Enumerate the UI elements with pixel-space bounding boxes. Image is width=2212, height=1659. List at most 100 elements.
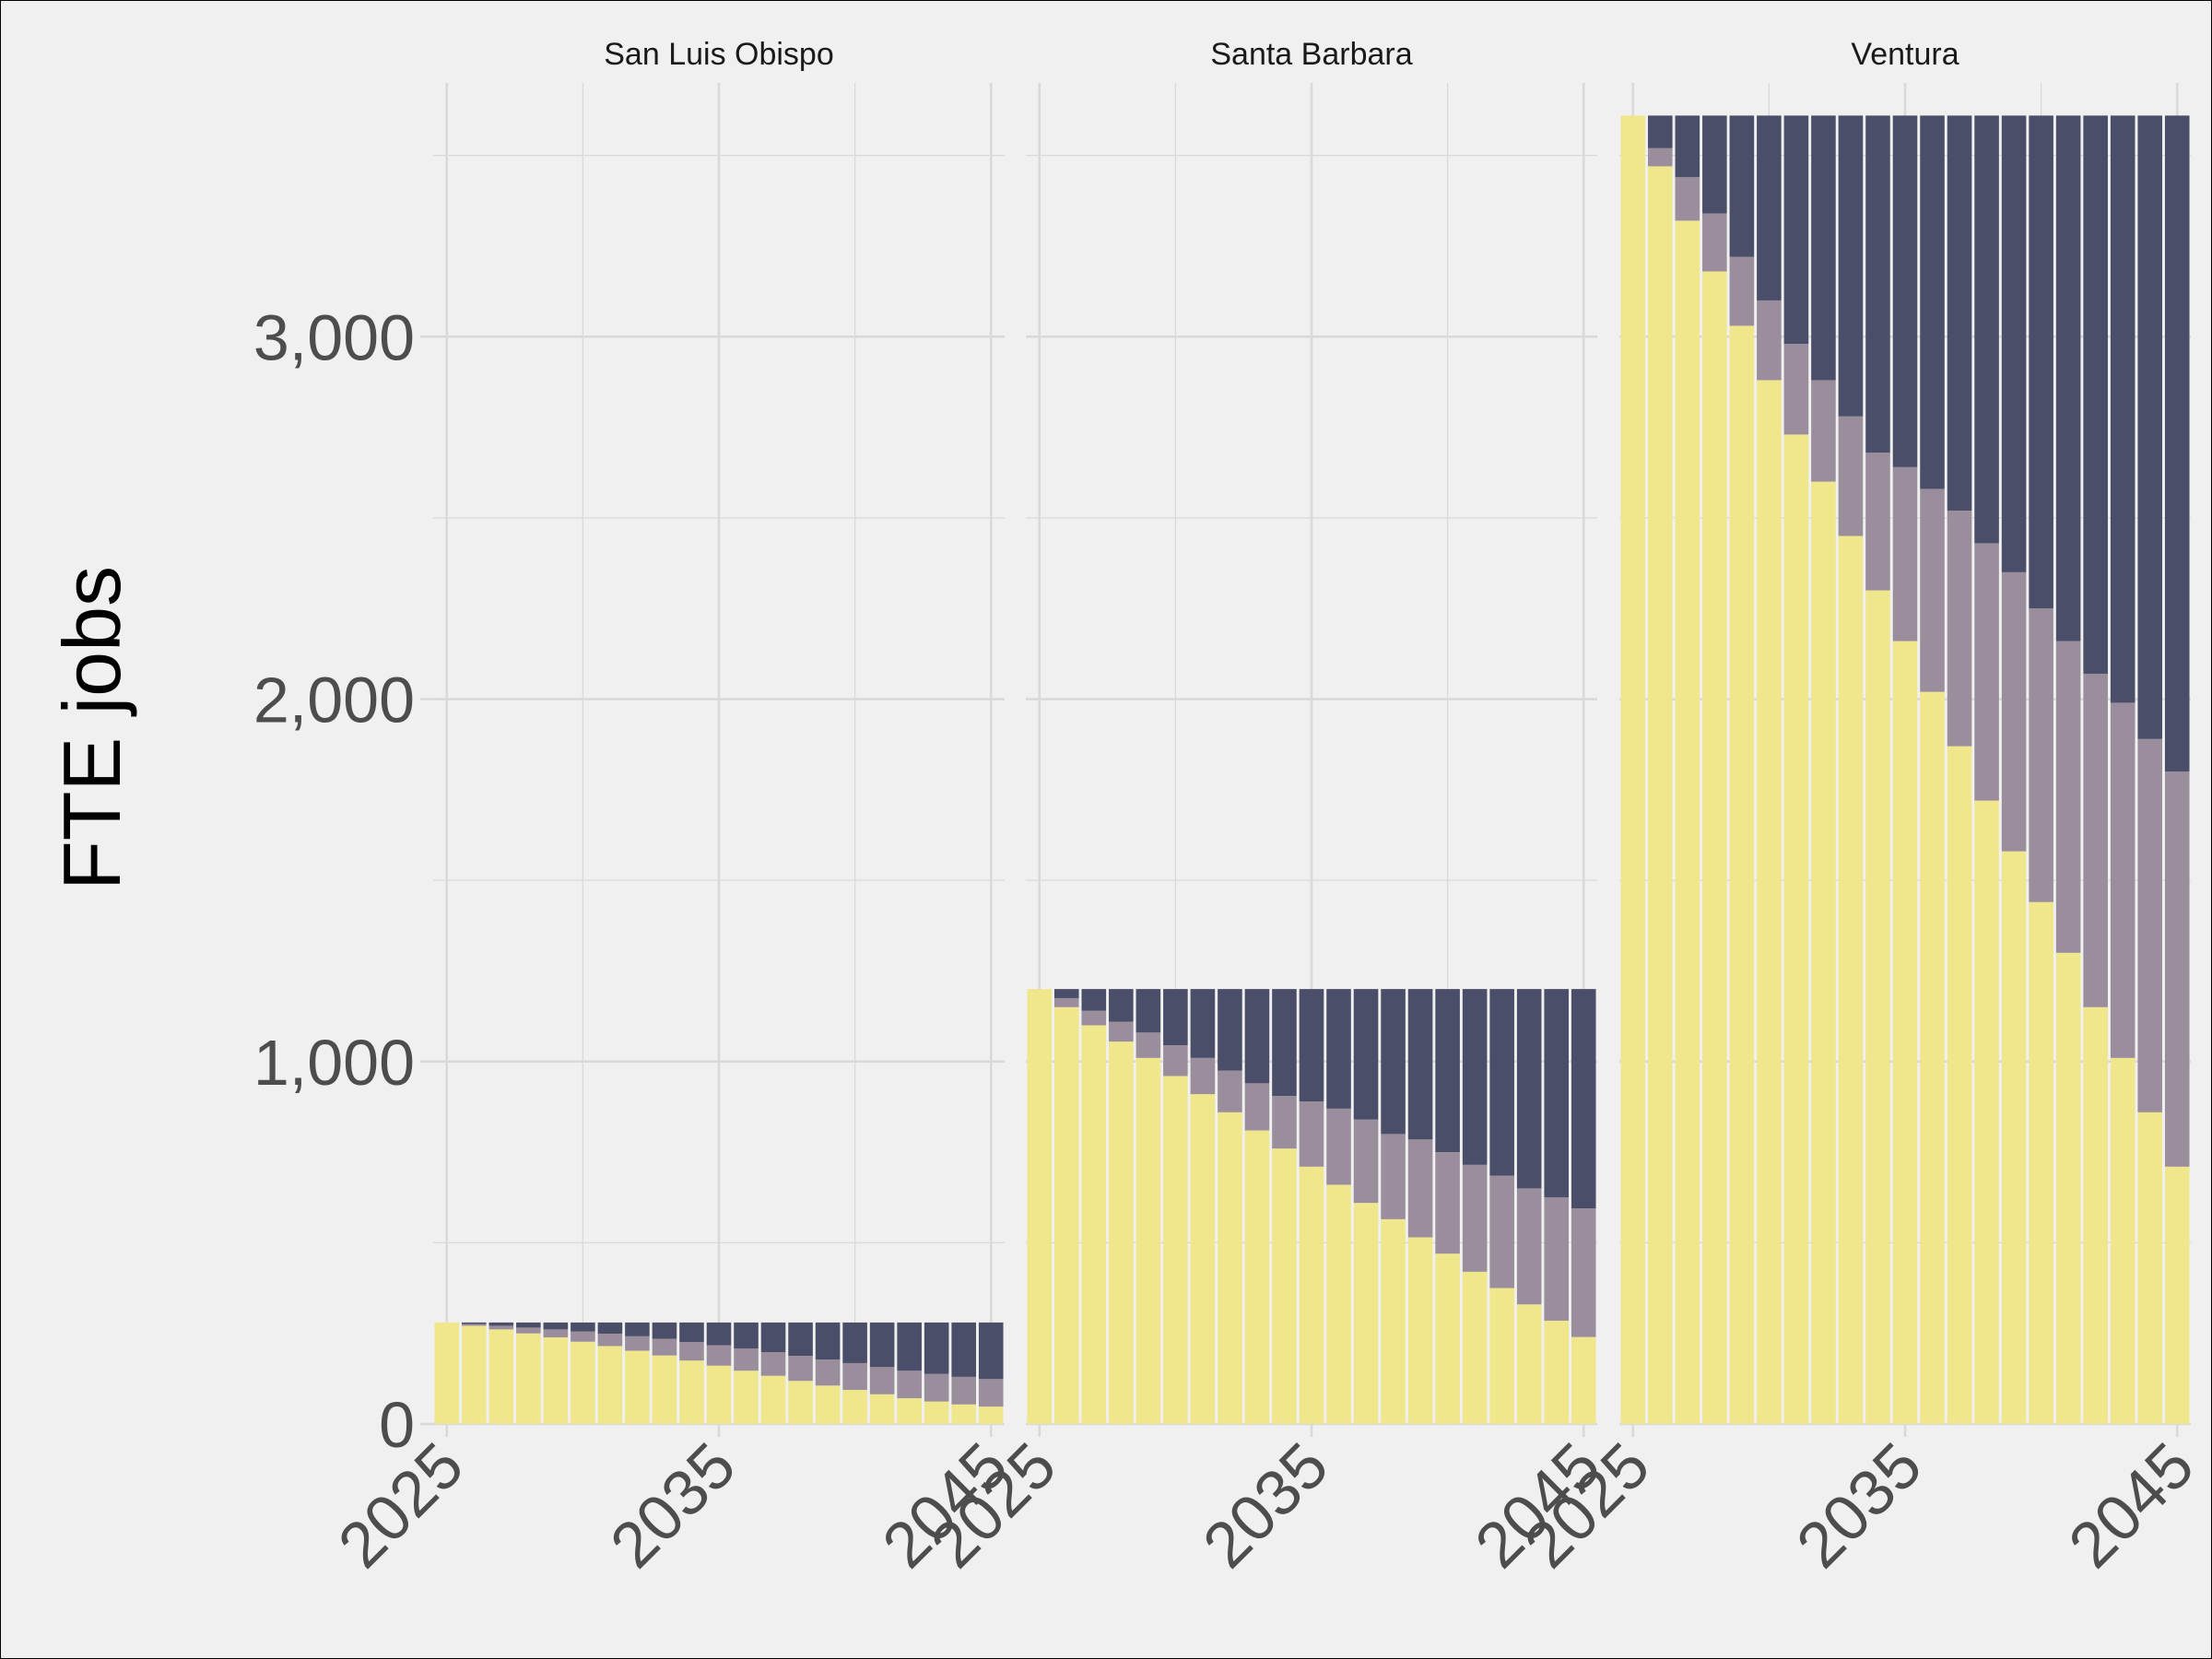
bar-segment	[1729, 325, 1755, 1425]
bar-segment	[1218, 1112, 1242, 1424]
bar-segment	[1489, 1288, 1514, 1424]
bar-segment	[2055, 641, 2081, 953]
bar-segment	[1892, 466, 1918, 641]
bar-segment	[488, 1322, 514, 1326]
bar-segment	[978, 1379, 1004, 1407]
bar-segment	[1620, 115, 1646, 1425]
bar-segment	[1544, 989, 1569, 1198]
bar-segment	[1244, 989, 1270, 1084]
y-tick-label: 3,000	[253, 301, 415, 373]
bar-segment	[1299, 1101, 1324, 1167]
bar-segment	[2137, 115, 2162, 739]
bar-segment	[1163, 1045, 1188, 1077]
bar-segment	[1974, 800, 1999, 1424]
bar-segment	[1163, 1076, 1188, 1424]
bar-segment	[734, 1348, 759, 1371]
bar-segment	[706, 1345, 732, 1366]
bar-segment	[1783, 434, 1809, 1425]
bar-segment	[1544, 1197, 1569, 1321]
bar-segment	[625, 1335, 650, 1351]
bar-segment	[571, 1322, 595, 1332]
bar-segment	[842, 1322, 867, 1363]
bar-segment	[1489, 989, 1514, 1176]
bar-segment	[788, 1356, 813, 1382]
bar-segment	[1516, 1188, 1542, 1305]
bar-segment	[1272, 1096, 1297, 1149]
bar-segment	[1675, 115, 1700, 178]
bar-segment	[706, 1322, 732, 1346]
bar-segment	[815, 1359, 841, 1386]
y-axis-title: FTE jobs	[46, 566, 137, 890]
bar-segment	[2110, 115, 2136, 703]
bar-segment	[1516, 1304, 1542, 1424]
bar-segment	[462, 1325, 487, 1424]
bar-segment	[1218, 1070, 1242, 1112]
bar-segment	[2137, 738, 2162, 1112]
bar-segment	[897, 1322, 922, 1371]
bar-segment	[1081, 1025, 1107, 1424]
bar-segment	[2001, 115, 2027, 572]
bar-segment	[2029, 115, 2053, 609]
bar-segment	[1648, 147, 1673, 167]
bar-segment	[625, 1350, 650, 1424]
bar-segment	[543, 1329, 569, 1338]
bar-segment	[760, 1322, 786, 1353]
bar-segment	[1838, 115, 1864, 417]
bar-segment	[543, 1322, 569, 1330]
bar-segment	[1947, 511, 1972, 747]
bar-segment	[1648, 166, 1673, 1425]
bar-segment	[869, 1394, 895, 1424]
bar-segment	[1435, 1253, 1460, 1424]
bar-layer	[434, 115, 2190, 1425]
bar-segment	[788, 1322, 813, 1357]
bar-segment	[978, 1406, 1004, 1424]
bar-segment	[1757, 300, 1782, 381]
bar-segment	[1920, 115, 1945, 489]
bar-segment	[1702, 271, 1727, 1425]
bar-segment	[1865, 590, 1890, 1424]
bar-segment	[760, 1375, 786, 1424]
bar-segment	[1381, 1134, 1406, 1219]
bar-segment	[543, 1337, 569, 1424]
bar-segment	[1783, 115, 1809, 345]
bar-segment	[788, 1381, 813, 1424]
bar-segment	[2055, 115, 2081, 641]
bar-segment	[597, 1322, 623, 1335]
bar-segment	[1163, 989, 1188, 1046]
panel-label: Santa Barbara	[1210, 37, 1412, 72]
bar-segment	[1462, 989, 1488, 1165]
bar-segment	[1811, 380, 1836, 482]
bar-segment	[1489, 1175, 1514, 1288]
bar-segment	[1920, 691, 1945, 1424]
bar-segment	[1381, 1218, 1406, 1424]
bar-segment	[679, 1360, 704, 1424]
bar-segment	[1299, 989, 1324, 1102]
bar-segment	[2001, 571, 2027, 852]
bar-segment	[2083, 115, 2108, 674]
bar-segment	[1435, 1152, 1460, 1254]
bar-segment	[1326, 1184, 1351, 1424]
bar-segment	[1462, 1271, 1488, 1424]
bar-segment	[2164, 1166, 2190, 1424]
bar-segment	[924, 1373, 949, 1402]
bar-segment	[842, 1362, 867, 1391]
bar-segment	[652, 1322, 677, 1339]
bar-segment	[1190, 1057, 1216, 1095]
bar-segment	[734, 1322, 759, 1349]
bar-segment	[1407, 989, 1433, 1140]
bar-segment	[2083, 673, 2108, 1007]
bar-segment	[1729, 115, 1755, 257]
bar-segment	[571, 1331, 595, 1342]
bar-segment	[2029, 608, 2053, 902]
bar-segment	[1729, 256, 1755, 326]
bar-segment	[760, 1352, 786, 1376]
bar-segment	[1272, 1148, 1297, 1424]
bar-segment	[1892, 115, 1918, 467]
y-tick-label: 0	[379, 1389, 415, 1461]
bar-segment	[1135, 1032, 1161, 1058]
bar-segment	[597, 1346, 623, 1424]
bar-segment	[869, 1367, 895, 1394]
bar-segment	[1811, 481, 1836, 1424]
bar-segment	[1299, 1166, 1324, 1424]
